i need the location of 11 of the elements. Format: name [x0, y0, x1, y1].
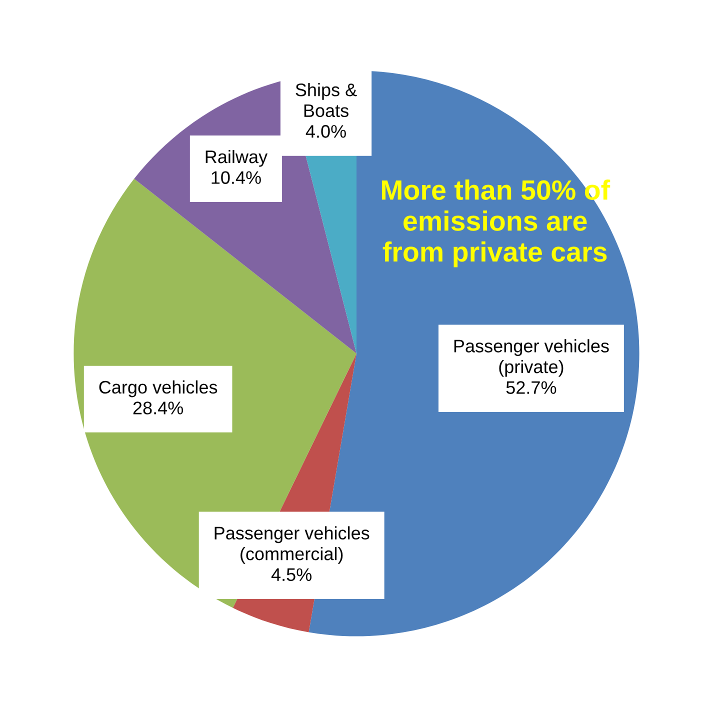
data-label: 52.7% [506, 381, 556, 394]
data-label: 4.0% [306, 125, 346, 138]
text: More than 50% of emissions are from private cars [382, 180, 610, 268]
data-label: 28.4% [133, 402, 184, 414]
slice-label: Cargo vehicles [99, 380, 218, 398]
slice-label: Passenger vehicles (commercial) [214, 526, 370, 564]
data-label: 4.5% [271, 568, 312, 582]
slice-label: Passenger vehicles (private) [454, 339, 609, 377]
data-label: 10.4% [212, 171, 261, 184]
slice-label: Railway [206, 150, 268, 167]
slice-label: Ships & Boats [296, 83, 357, 118]
